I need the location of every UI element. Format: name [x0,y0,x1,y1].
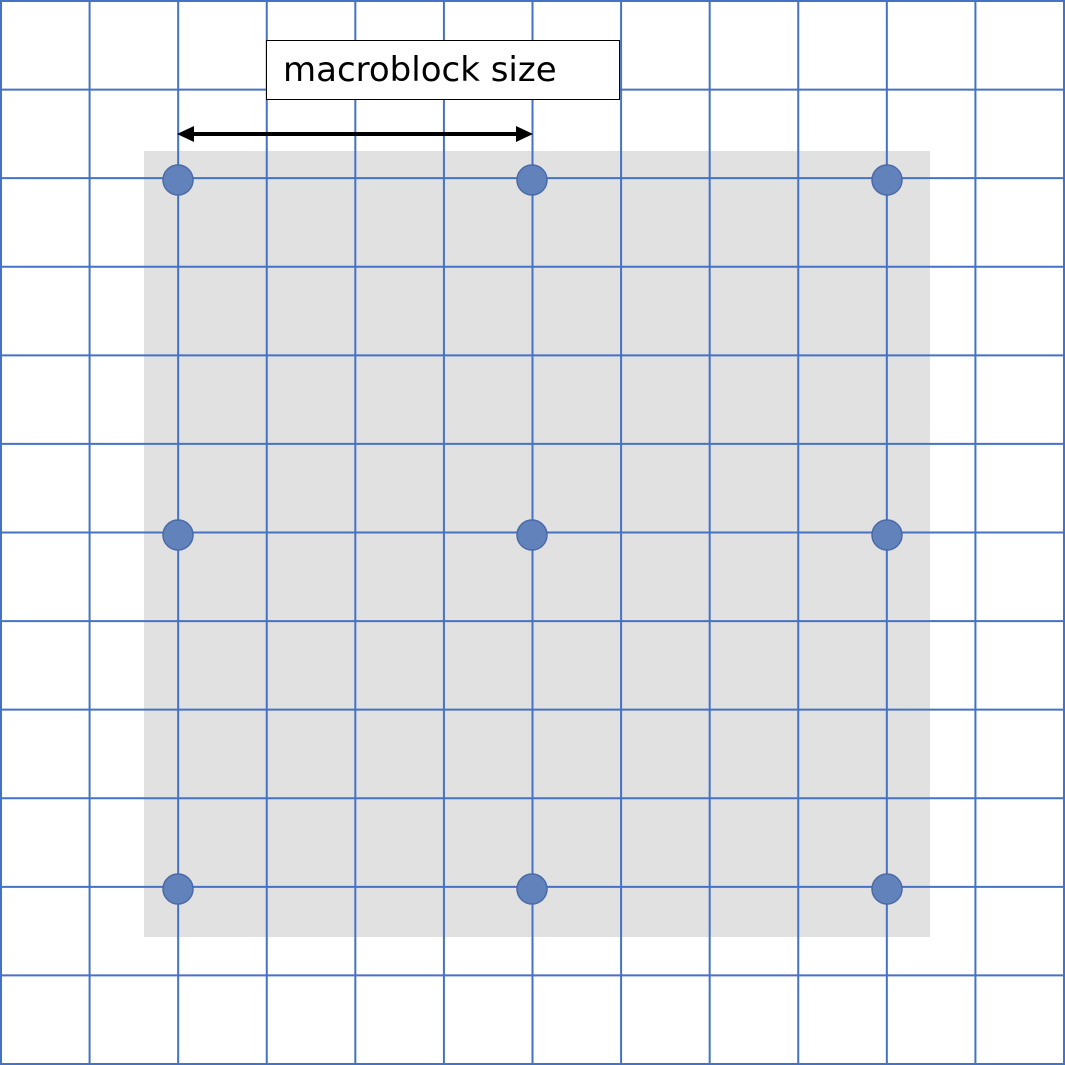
macroblock-size-label-text: macroblock size [283,50,557,90]
grid-point [516,164,548,196]
grid-points [162,164,903,905]
grid-point [162,164,194,196]
macroblock-size-label: macroblock size [266,40,620,100]
macroblock-size-arrow [177,126,533,142]
grid-point [162,519,194,551]
grid-point [871,519,903,551]
grid-point [516,873,548,905]
grid-point [871,164,903,196]
arrow-head-left [177,126,194,142]
arrow-head-right [516,126,533,142]
grid-point [871,873,903,905]
grid-point [516,519,548,551]
grid-point [162,873,194,905]
